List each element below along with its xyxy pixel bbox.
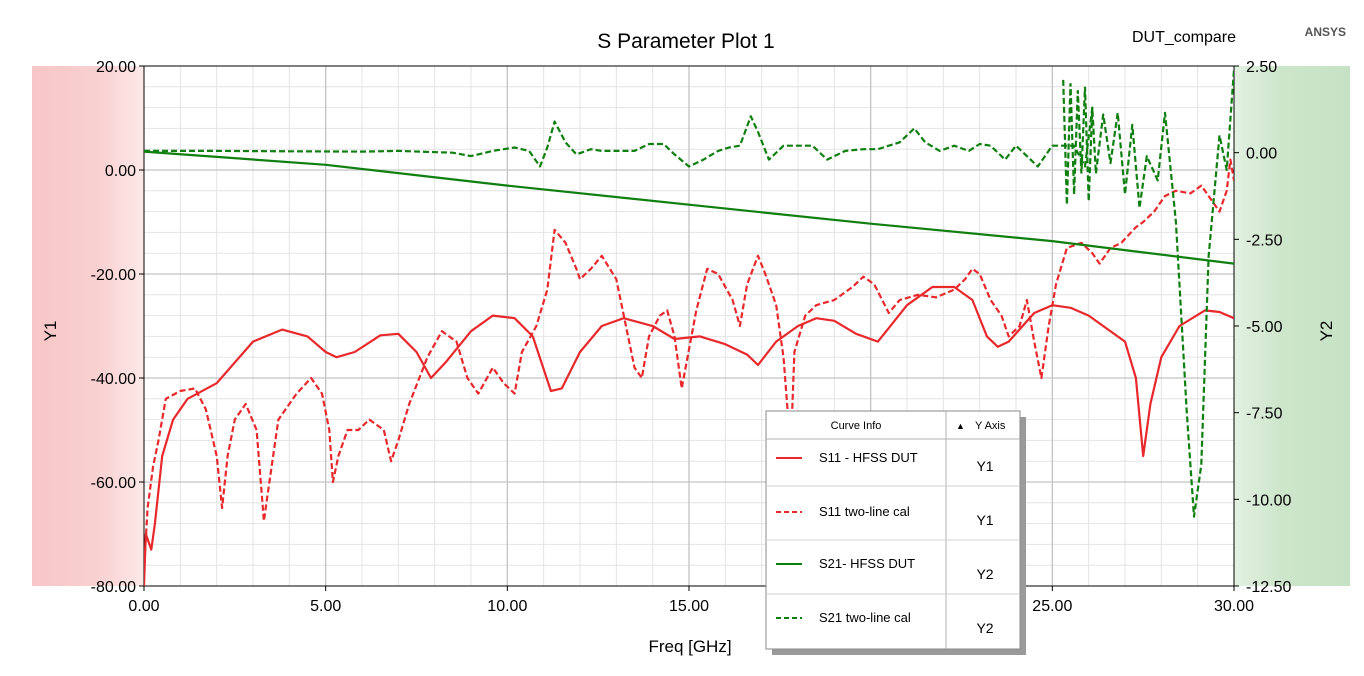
y1-tick-label: 20.00 — [96, 59, 136, 76]
y2-tick-label: -2.50 — [1246, 232, 1283, 249]
legend-series-label: S11 two-line cal — [819, 504, 910, 519]
x-tick-label: 30.00 — [1214, 598, 1254, 615]
chart-title: S Parameter Plot 1 — [597, 30, 774, 53]
x-tick-label: 25.00 — [1032, 598, 1072, 615]
major-grid — [144, 66, 1234, 586]
y2-tick-label: -5.00 — [1246, 319, 1283, 336]
y2-tick-label: -10.00 — [1246, 492, 1291, 509]
legend-sort-icon[interactable]: ▲ — [956, 421, 965, 431]
y2-axis-band — [1234, 66, 1350, 586]
legend-header-curve-info[interactable]: Curve Info — [831, 420, 882, 432]
y2-tick-label: 0.00 — [1246, 146, 1277, 163]
y1-tick-label: -20.00 — [91, 267, 136, 284]
legend-series-axis: Y1 — [976, 512, 993, 528]
legend-series-axis: Y2 — [976, 566, 993, 582]
series-line-s21-hfss-dut[interactable] — [144, 150, 1234, 265]
y1-tick-label: 0.00 — [105, 163, 136, 180]
legend-series-label: S21 two-line cal — [819, 610, 911, 625]
x-tick-label: 10.00 — [487, 598, 527, 615]
y2-tick-label: -7.50 — [1246, 406, 1283, 423]
legend-series-label: S21- HFSS DUT — [819, 556, 915, 571]
legend-row-s11-hfss[interactable]: S11 - HFSS DUT Y1 — [776, 450, 994, 474]
legend-series-axis: Y1 — [976, 458, 993, 474]
legend-row-s11-cal[interactable]: S11 two-line cal Y1 — [776, 504, 994, 528]
series-line-s21-two-line-cal-detail[interactable] — [1062, 79, 1094, 205]
y1-tick-label: -60.00 — [91, 475, 136, 492]
y1-axis-band — [32, 66, 144, 586]
y1-axis-label: Y1 — [41, 321, 60, 342]
legend-row-s21-hfss[interactable]: S21- HFSS DUT Y2 — [776, 556, 994, 582]
series-line-s11-two-line-cal[interactable] — [144, 158, 1234, 571]
x-axis-label: Freq [GHz] — [648, 637, 731, 656]
series-layer — [144, 69, 1234, 586]
project-name: DUT_compare — [1132, 29, 1236, 46]
ansys-logo: ANSYS — [1305, 25, 1346, 39]
legend-background — [765, 410, 1021, 650]
legend-series-axis: Y2 — [976, 620, 993, 636]
x-tick-label: 5.00 — [310, 598, 341, 615]
y2-tick-label: -12.50 — [1246, 579, 1291, 596]
x-tick-label: 0.00 — [128, 598, 159, 615]
y2-tick-labels: 2.50 0.00 -2.50 -5.00 -7.50 -10.00 -12.50 — [1234, 59, 1291, 596]
y1-tick-label: -80.00 — [91, 579, 136, 596]
y2-tick-label: 2.50 — [1246, 59, 1277, 76]
legend-series-label: S11 - HFSS DUT — [819, 450, 918, 465]
legend-box[interactable]: Curve Info ▲ Y Axis S11 - HFSS DUT Y1 S1… — [765, 410, 1026, 655]
legend-header-y-axis[interactable]: Y Axis — [975, 420, 1006, 432]
series-line-s11-hfss-dut[interactable] — [144, 285, 1234, 586]
y1-tick-labels: 20.00 0.00 -20.00 -40.00 -60.00 -80.00 — [91, 59, 144, 596]
y2-axis-label: Y2 — [1317, 321, 1336, 342]
y1-tick-label: -40.00 — [91, 371, 136, 388]
x-tick-label: 15.00 — [669, 598, 709, 615]
legend-row-s21-cal[interactable]: S21 two-line cal Y2 — [776, 610, 994, 636]
series-line-s21-two-line-cal[interactable] — [144, 69, 1234, 518]
